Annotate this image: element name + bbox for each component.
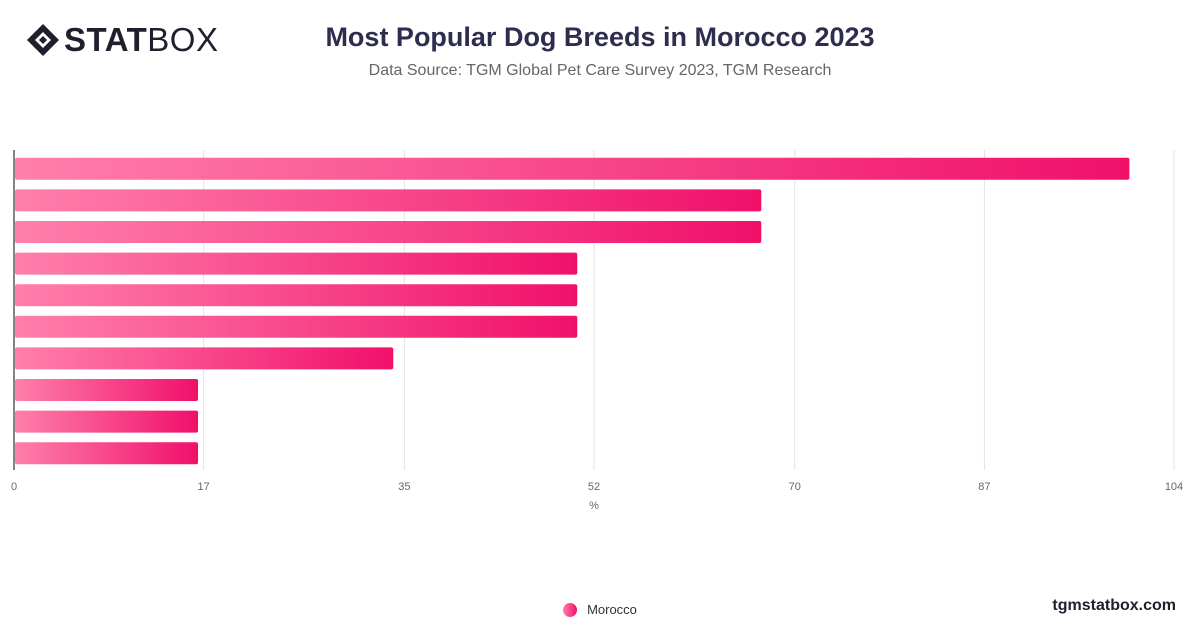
bar-5[interactable] [15,284,578,307]
statbox-logo[interactable]: STATBOX [26,22,218,58]
statbox-diamond-icon [27,24,59,56]
chart-bars [15,157,1130,465]
bar-8[interactable] [15,379,199,401]
chart-gridlines [13,150,1175,470]
bar-1[interactable] [15,157,1130,180]
bar-6[interactable] [15,315,578,338]
x-tick-label: 104 [1165,481,1183,493]
site-url[interactable]: tgmstatbox.com [1052,597,1176,614]
bar-10[interactable] [15,442,199,465]
chart-legend[interactable]: Morocco [0,602,1200,617]
logo-wordmark: STATBOX [64,21,219,58]
bar-7[interactable] [15,347,394,370]
x-tick-label: 52 [588,481,600,493]
bar-2[interactable] [15,189,762,212]
x-tick-label: 17 [197,481,209,493]
x-tick-label: 0 [11,481,17,493]
chart-subtitle: Data Source: TGM Global Pet Care Survey … [368,62,832,79]
x-tick-label: 87 [978,481,990,493]
chart-title: Most Popular Dog Breeds in Morocco 2023 [325,22,875,52]
legend-marker [563,602,578,617]
bar-chart: 0 17 35 52 70 87 104 % [11,150,1183,512]
x-tick-label: 35 [398,481,410,493]
x-tick-label: 70 [789,481,801,493]
x-axis-ticks: 0 17 35 52 70 87 104 [11,481,1183,493]
bar-3[interactable] [15,221,762,243]
legend-label: Morocco [587,602,637,617]
bar-9[interactable] [15,410,199,433]
bar-4[interactable] [15,252,578,275]
x-axis-label: % [589,500,599,512]
